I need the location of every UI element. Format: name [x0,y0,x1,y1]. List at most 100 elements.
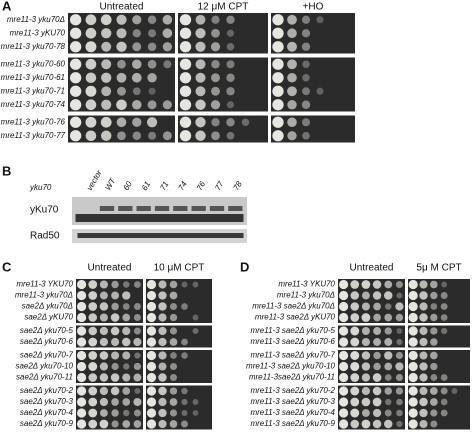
colony-spot [192,327,199,335]
colony-spot [133,373,142,382]
plate [408,385,470,430]
colony-spot [361,327,370,335]
colony-spot [76,326,87,336]
colony-spot [301,42,311,51]
colony-spot [110,373,120,382]
colony-spot [384,313,393,322]
colony-spot [158,362,167,371]
colony-spot [373,351,381,360]
colony-spot [408,290,418,301]
colony-spot [287,41,297,52]
colony-spot [395,387,404,395]
colony-spot [408,326,418,336]
colony-spot [362,409,370,417]
colony-spot [76,361,87,372]
colony-spot [226,29,235,37]
colony-spot [146,386,157,396]
colony-spot [169,327,178,335]
colony-spot [158,419,167,429]
lane-label: WT [103,176,118,192]
colony-spot [372,397,382,407]
colony-spot [134,387,141,395]
strain-label: sae2Δ yku70-4 [20,408,74,417]
plate [338,325,405,348]
colony-spot [179,85,192,97]
plate [146,279,212,323]
band [118,206,133,211]
colony-spot [69,85,82,97]
colony-spot [287,117,297,128]
colony-spot [226,131,235,140]
colony-spot [408,279,418,290]
colony-spot [272,116,284,128]
colony-spot [195,28,206,39]
colony-spot [122,387,131,395]
colony-spot [301,118,311,127]
colony-spot [384,280,393,289]
plate [338,279,405,323]
colony-spot [181,338,188,346]
colony-spot [133,303,141,310]
colony-spot [373,362,381,371]
lane-label: 61 [140,180,152,192]
colony-spot [146,408,157,418]
strain-label: mre11-3 YKU70 [16,280,73,289]
colony-spot [85,85,97,97]
band [224,233,244,238]
strain-label: sae2Δ yku70-2 [20,386,74,395]
colony-spot [170,352,177,359]
colony-spot [430,420,438,428]
colony-spot [338,301,349,312]
colony-spot [350,373,360,382]
colony-spot [338,350,349,361]
band [130,214,152,222]
colony-spot [99,351,109,360]
band [75,214,97,222]
colony-spot [373,313,381,322]
colony-spot [384,291,393,300]
colony-spot [350,337,360,347]
colony-spot [148,131,157,140]
colony-spot [111,409,119,417]
colony-spot [100,14,112,26]
strain-label: sae2Δ yku70-6 [20,337,74,346]
colony-spot [116,41,127,52]
colony-spot [181,409,188,417]
colony-spot [76,408,87,418]
colony-spot [440,314,448,321]
colony-spot [419,280,428,289]
colony-spot [169,338,178,346]
colony-spot [316,16,324,24]
strain-label: mre11-3 sae2Δ yku70-2 [250,386,335,395]
colony-spot [408,386,418,396]
colony-spot [133,337,142,347]
colony-spot [85,14,97,26]
band [93,214,116,222]
colony-spot [169,420,178,428]
plate [76,385,143,430]
colony-spot [350,291,360,300]
colony-spot [287,14,297,25]
plate [408,279,470,323]
colony-spot [163,60,172,69]
colony-spot [395,302,404,311]
colony-spot [76,279,87,290]
strain-label: mre11-3 yku70-76 [1,117,66,126]
band [112,214,134,222]
lane-label: vector [85,168,104,192]
colony-spot [99,337,109,347]
colony-spot [361,302,370,311]
colony-spot [147,100,157,110]
lane-label: 74 [177,179,190,192]
colony-spot [132,42,142,52]
band [187,233,207,238]
colony-spot [430,374,438,381]
column-header: Untreated [88,263,132,274]
colony-spot [148,87,156,95]
colony-spot [76,372,87,383]
plate [146,350,212,383]
colony-spot [195,72,206,83]
colony-spot [179,58,192,70]
colony-spot [88,373,98,382]
